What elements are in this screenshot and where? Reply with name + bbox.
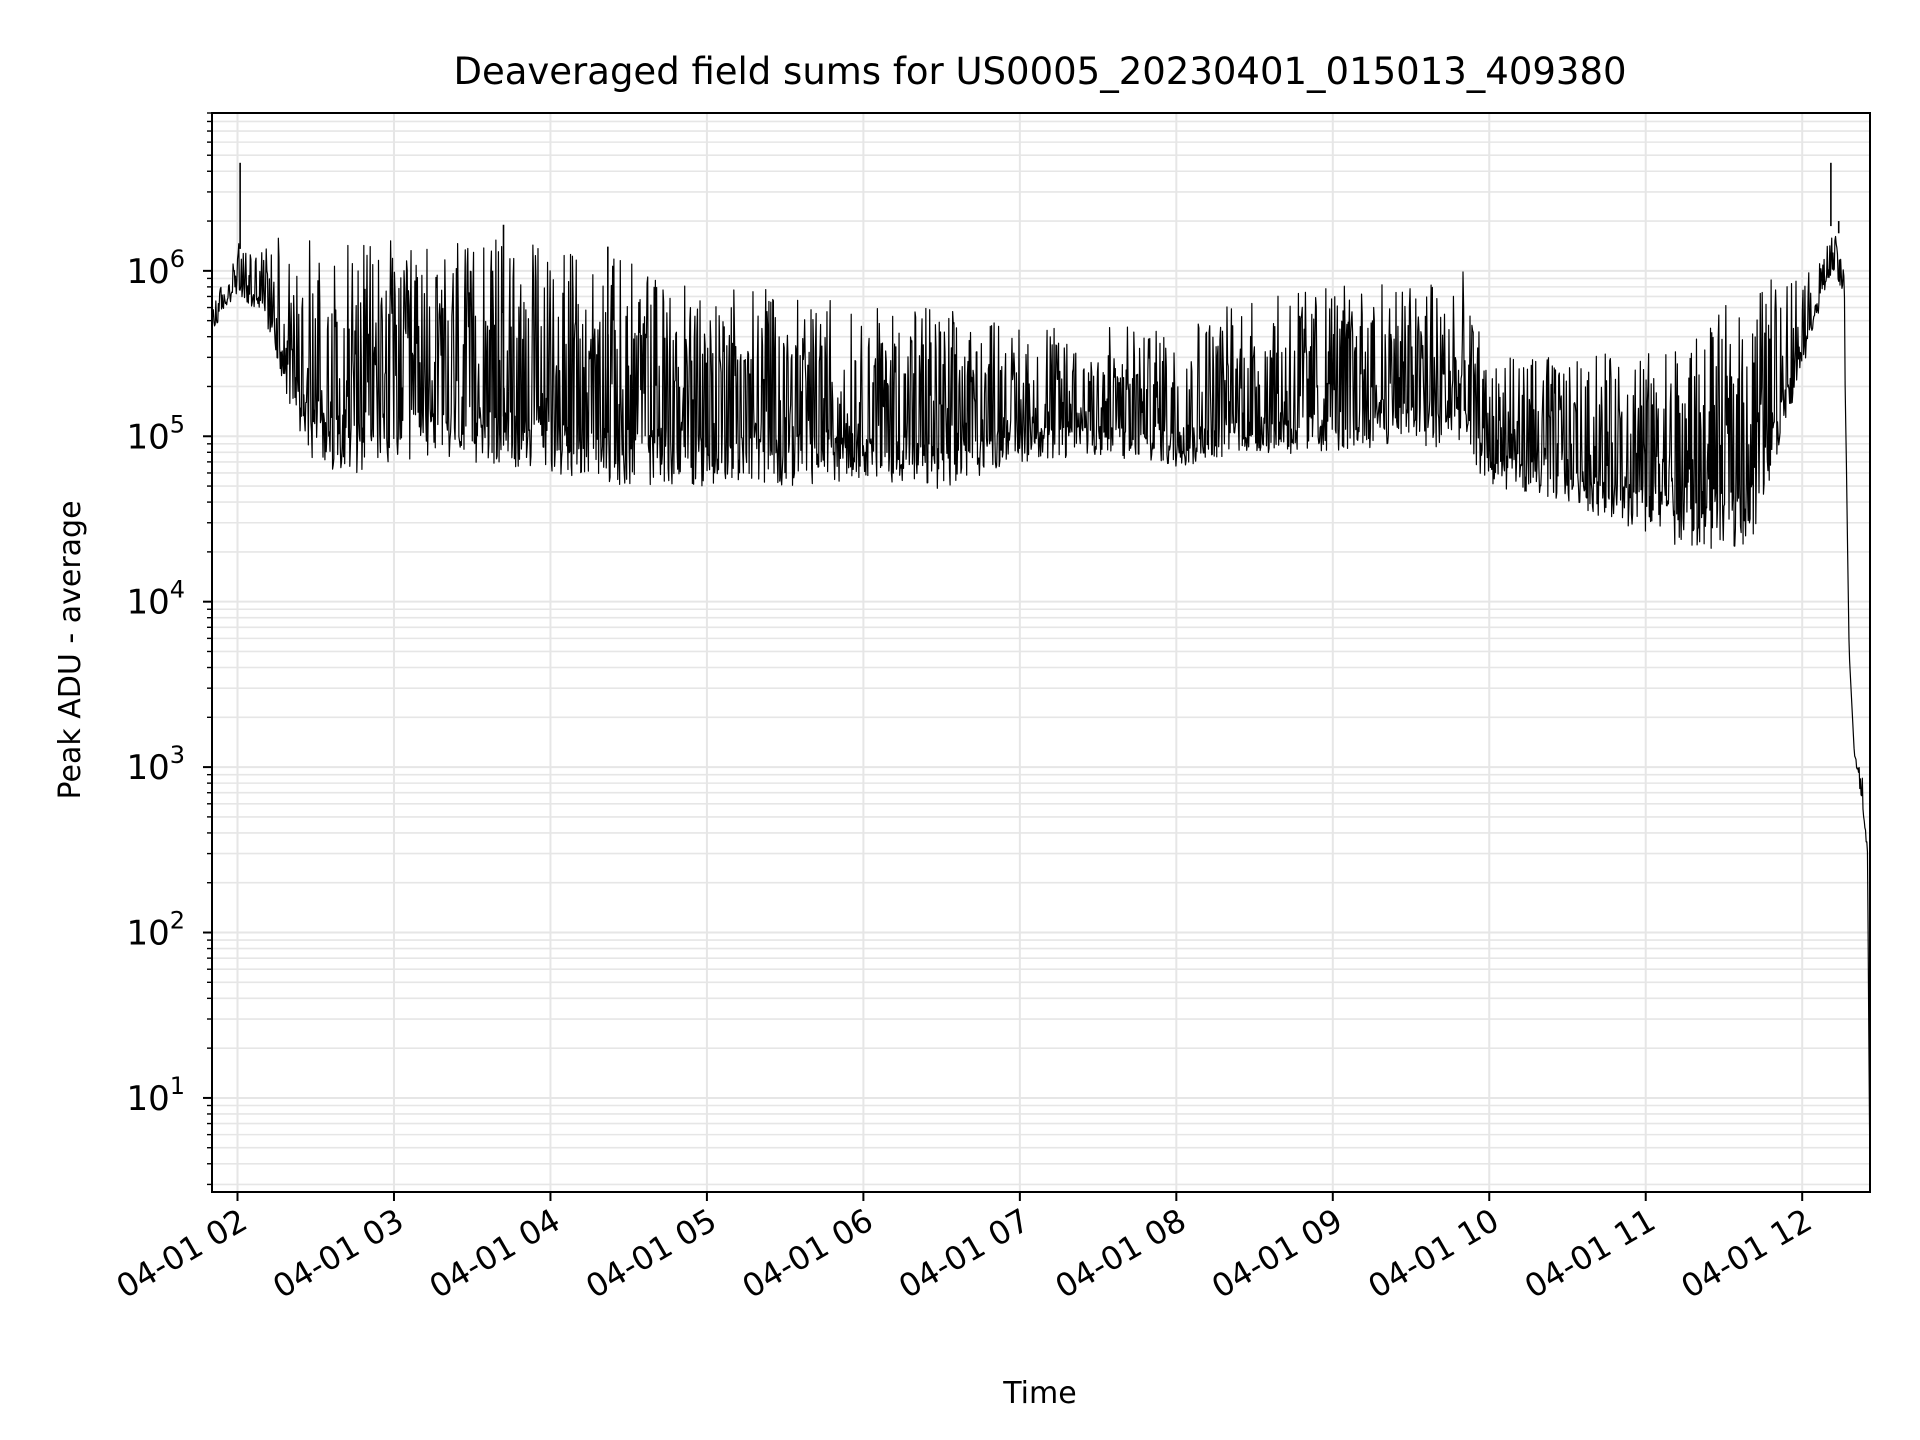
y-tick-label: 104 — [126, 576, 185, 623]
y-tick-labels: 101 102 103 104 105 106 — [126, 245, 185, 1119]
y-tick-label: 106 — [126, 245, 185, 292]
chart-title: Deaveraged field sums for US0005_2023040… — [453, 50, 1626, 93]
y-tick-label: 101 — [126, 1072, 185, 1119]
plot-frame — [211, 112, 1871, 1193]
x-axis-label: Time — [1002, 1376, 1076, 1411]
axis-ticks — [203, 112, 1804, 1201]
data-series — [211, 162, 1871, 1185]
series-line — [211, 235, 1871, 1185]
y-tick-label: 102 — [126, 907, 185, 954]
y-axis-label: Peak ADU - average — [53, 500, 88, 799]
y-tick-label: 105 — [126, 410, 185, 457]
y-tick-label: 103 — [126, 741, 185, 788]
major-grid — [212, 113, 1870, 1192]
